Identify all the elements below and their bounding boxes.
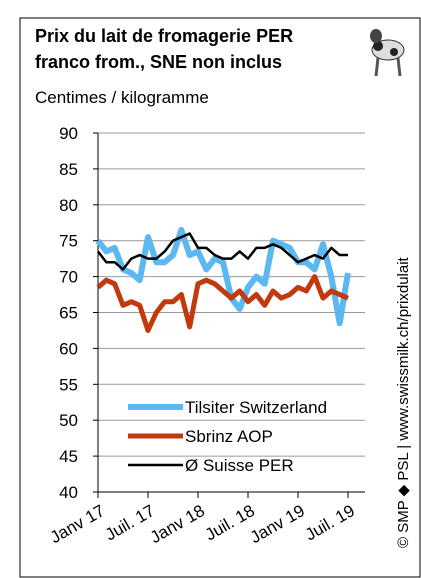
y-label: Centimes / kilogramme: [35, 88, 209, 107]
y-tick-label: 55: [59, 375, 78, 394]
page: Prix du lait de fromagerie PER franco fr…: [0, 0, 421, 578]
y-tick-label: 80: [59, 196, 78, 215]
y-tick-label: 45: [59, 447, 78, 466]
chart-title: Prix du lait de fromagerie PER: [35, 26, 293, 46]
legend-label: Sbrinz AOP: [185, 427, 273, 446]
chart: Prix du lait de fromagerie PER franco fr…: [0, 0, 421, 578]
y-tick-label: 75: [59, 232, 78, 251]
legend-label: Tilsiter Switzerland: [185, 398, 327, 417]
y-tick-label: 65: [59, 304, 78, 323]
y-tick-label: 90: [59, 124, 78, 143]
source: © SMP ◆ PSL | www.swissmilk.ch/prixdulai…: [395, 256, 412, 548]
y-tick-label: 60: [59, 339, 78, 358]
legend-label: Ø Suisse PER: [185, 456, 294, 475]
y-tick-label: 50: [59, 411, 78, 430]
y-tick-label: 70: [59, 268, 78, 287]
chart-title: franco from., SNE non inclus: [35, 52, 282, 72]
y-tick-label: 40: [59, 483, 78, 502]
y-tick-label: 85: [59, 160, 78, 179]
